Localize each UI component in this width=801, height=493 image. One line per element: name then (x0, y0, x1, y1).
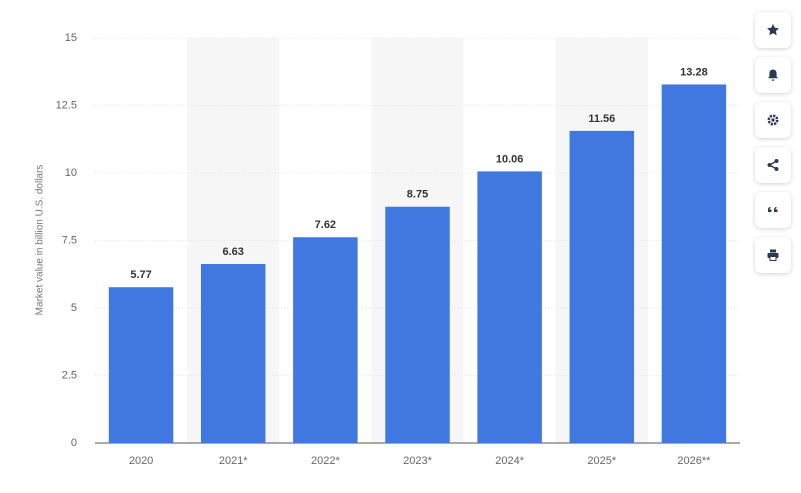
y-tick-label: 0 (71, 437, 77, 449)
bar (385, 206, 450, 443)
share-button[interactable] (755, 147, 791, 183)
y-tick-label: 15 (65, 32, 77, 44)
bar (477, 171, 542, 443)
value-label: 10.06 (496, 153, 524, 165)
value-label: 5.77 (130, 269, 151, 281)
value-label: 11.56 (588, 113, 615, 125)
x-tick-label: 2020 (129, 455, 153, 467)
y-axis-label: Market value in billion U.S. dollars (35, 165, 46, 316)
bar (661, 84, 727, 443)
x-tick-label: 2025* (587, 455, 616, 467)
value-label: 6.63 (223, 246, 244, 258)
y-tick-label: 10 (65, 167, 77, 179)
value-label: 13.28 (680, 66, 708, 78)
star-icon (767, 24, 779, 36)
y-tick-label: 5 (71, 302, 77, 314)
x-tick-label: 2023* (403, 455, 432, 467)
bar (293, 237, 358, 443)
cite-button[interactable] (755, 192, 791, 228)
x-tick-label: 2026** (677, 455, 711, 467)
favorite-button[interactable] (755, 12, 791, 48)
bar (200, 263, 266, 443)
gear-icon (767, 114, 779, 126)
y-tick-label: 12.5 (56, 99, 77, 111)
value-label: 7.62 (315, 219, 336, 231)
chart: Market value in billion U.S. dollars 0 2.… (35, 32, 740, 467)
x-tick-label: 2024* (495, 455, 524, 467)
quote-icon (768, 207, 778, 212)
y-tick-label: 2.5 (62, 369, 77, 381)
print-button[interactable] (755, 237, 791, 273)
bar (569, 130, 635, 443)
x-tick-label: 2022* (311, 455, 340, 467)
bell-icon (768, 69, 778, 81)
share-icon (767, 159, 779, 171)
y-tick-label: 7.5 (62, 234, 77, 246)
settings-button[interactable] (755, 102, 791, 138)
x-tick-label: 2021* (219, 455, 248, 467)
notification-button[interactable] (755, 57, 791, 93)
bar (108, 287, 174, 443)
value-label: 8.75 (407, 189, 428, 201)
print-icon (767, 249, 779, 261)
